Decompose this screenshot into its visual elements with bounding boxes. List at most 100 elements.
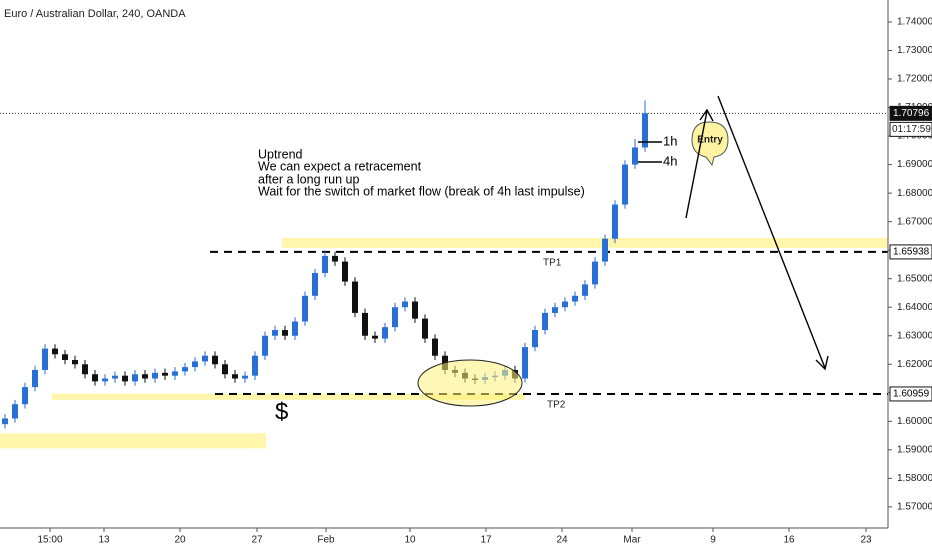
candle-body [102, 378, 108, 382]
down-arrow [717, 95, 826, 369]
candle-body [352, 281, 358, 313]
candle-body [92, 374, 98, 382]
candle-body [332, 255, 338, 262]
candle-body [602, 238, 608, 262]
x-tick-label: 24 [556, 535, 568, 546]
price-badge-label: 1.65938 [893, 247, 930, 258]
levels: TP1 TP2 [0, 112, 888, 411]
zone [0, 433, 266, 449]
candle-body [572, 295, 578, 302]
entry-bubble [691, 121, 729, 167]
candle-body [152, 372, 158, 379]
candle-body [112, 375, 118, 379]
y-tick-label: 1.65000 [897, 273, 932, 284]
price-badge-label: 1.60959 [893, 389, 930, 400]
y-tick-label: 1.72000 [897, 74, 932, 85]
candle-body [212, 355, 218, 365]
candle-body [312, 272, 318, 296]
candle-body [222, 364, 228, 375]
candle-body [552, 307, 558, 313]
candle-body [532, 330, 538, 348]
y-tick-label: 1.62000 [897, 359, 932, 370]
candle-body [342, 261, 348, 282]
dollar-mark: $ [275, 398, 288, 425]
x-tick-label: 13 [98, 535, 110, 546]
candle-body [272, 330, 278, 336]
notes: Uptrend We can expect a retracement afte… [258, 147, 585, 198]
y-tick-label: 1.68000 [897, 188, 932, 199]
candle-body [432, 338, 438, 356]
candle-body [622, 164, 628, 205]
candle-body [422, 318, 428, 339]
candle-body [632, 147, 638, 165]
zone [282, 237, 888, 248]
candle-body [162, 372, 168, 376]
candle-body [22, 387, 28, 405]
level-name: TP1 [543, 258, 562, 269]
candle-body [142, 374, 148, 379]
candle-body [262, 335, 268, 356]
x-tick-label: 9 [710, 535, 716, 546]
arrows [685, 95, 829, 371]
entry-label: Entry [697, 135, 723, 146]
candle-body [62, 354, 68, 360]
y-tick-label: 1.67000 [897, 216, 932, 227]
up-arrow [685, 110, 708, 219]
x-tick-label: 15:00 [37, 535, 62, 546]
candle-body [232, 374, 238, 379]
candle-body [52, 348, 58, 355]
candle-body [522, 347, 528, 379]
candle-body [72, 359, 78, 365]
zones [0, 237, 888, 449]
note: We can expect a retracement [258, 159, 422, 173]
y-tick-label: 1.64000 [897, 302, 932, 313]
candle-body [182, 367, 188, 372]
x-tick-label: 10 [404, 535, 416, 546]
candle-body [282, 330, 288, 336]
candle-body [562, 301, 568, 308]
candle-body [642, 113, 648, 148]
price-badge [889, 244, 932, 260]
candle-body [252, 355, 258, 376]
candle-body [12, 404, 18, 419]
x-tick-label: 23 [860, 535, 872, 546]
zone [52, 393, 525, 400]
candle-body [122, 375, 128, 382]
candle-body [32, 369, 38, 388]
y-tick-label: 1.69000 [897, 159, 932, 170]
candle-body [362, 312, 368, 336]
candle-body [82, 364, 88, 375]
candle-body [592, 261, 598, 285]
level-name: TP2 [547, 400, 566, 411]
candle-body [612, 204, 618, 239]
candle-body [302, 295, 308, 322]
y-tick-label: 1.58000 [897, 473, 932, 484]
candle-body [202, 355, 208, 362]
timeframe-label: 4h [663, 153, 677, 168]
x-tick-label: 20 [174, 535, 186, 546]
x-tick-label: 16 [783, 535, 795, 546]
price-badge [889, 105, 932, 121]
note: Uptrend [258, 147, 303, 161]
candle-body [372, 335, 378, 339]
timeframe-label: 1h [663, 133, 677, 148]
candle-body [382, 327, 388, 339]
price-badge [889, 386, 932, 402]
chart-title: Euro / Australian Dollar, 240, OANDA [4, 8, 186, 20]
y-tick-label: 1.73000 [897, 45, 932, 56]
x-tick-label: Mar [623, 535, 641, 546]
candle-body [392, 307, 398, 328]
highlight-ellipse [417, 359, 523, 407]
candle-body [582, 284, 588, 296]
y-tick-label: 1.74000 [897, 17, 932, 28]
candles [2, 100, 648, 429]
note: Wait for the switch of market flow (brea… [258, 184, 585, 198]
up-arrowhead [699, 108, 714, 122]
x-tick-label: 17 [480, 535, 492, 546]
candle-body [132, 374, 138, 382]
y-tick-label: 1.59000 [897, 444, 932, 455]
x-tick-label: 27 [251, 535, 263, 546]
candle-body [542, 312, 548, 331]
y-tick-label: 1.57000 [897, 502, 932, 513]
